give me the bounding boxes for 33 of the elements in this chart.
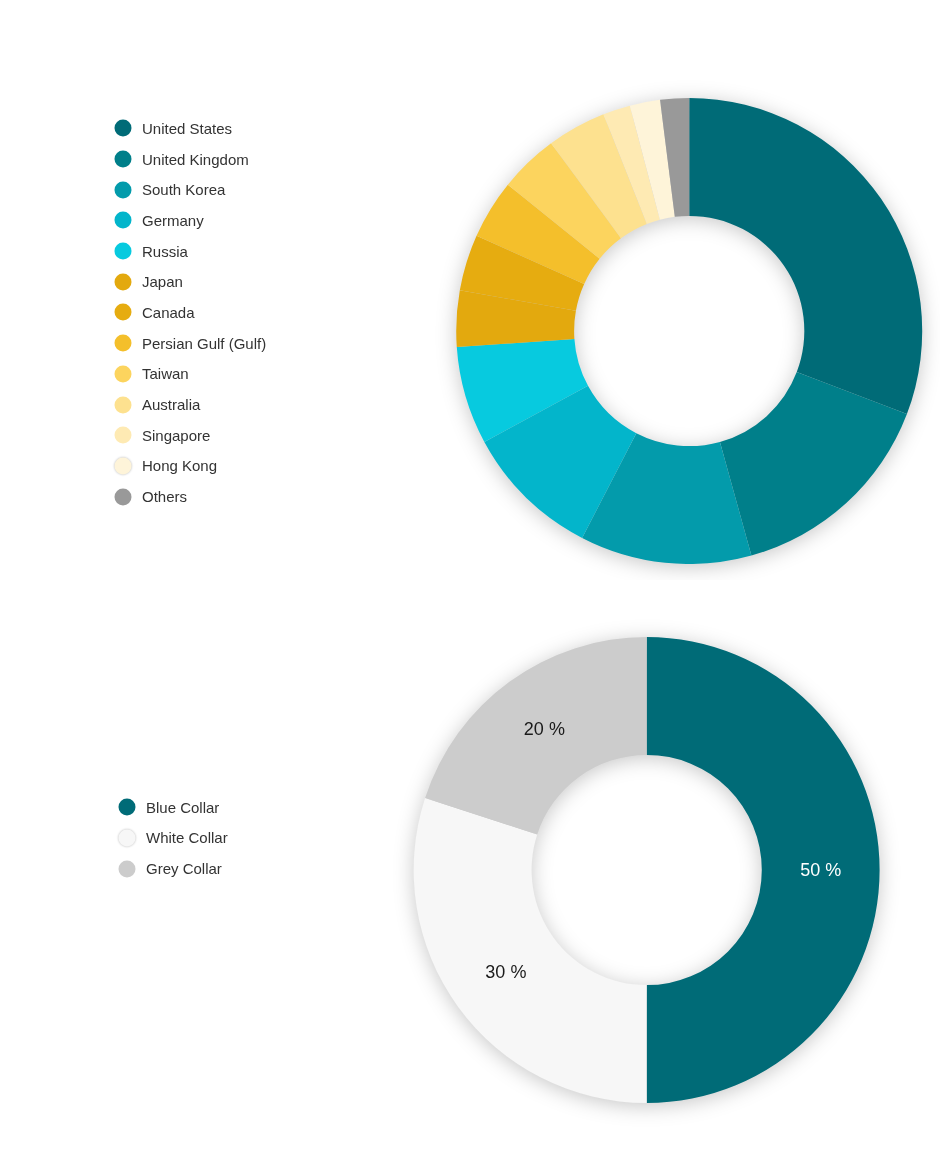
legend-label: South Korea bbox=[142, 181, 226, 199]
donut-slice bbox=[476, 184, 600, 284]
donut-slice bbox=[507, 143, 621, 259]
donut-slice bbox=[551, 114, 647, 239]
legend-label: Grey Collar bbox=[146, 860, 222, 878]
legend-label: Germany bbox=[142, 211, 204, 229]
legend-label: Canada bbox=[142, 303, 195, 321]
donut-slice bbox=[719, 372, 907, 556]
data-label: 30 % bbox=[485, 962, 527, 983]
legend-label: Japan bbox=[142, 273, 183, 291]
legend-label: Singapore bbox=[142, 426, 211, 444]
legend-label: Australia bbox=[142, 396, 201, 414]
legend-label: Taiwan bbox=[142, 365, 189, 383]
legend-label: Persian Gulf (Gulf) bbox=[142, 334, 267, 352]
data-label: 20 % bbox=[523, 719, 565, 740]
donut-slice bbox=[646, 637, 880, 1103]
donut-slice bbox=[414, 798, 647, 1103]
data-label: 50 % bbox=[800, 860, 842, 880]
legend-label: White Collar bbox=[146, 829, 228, 847]
donut-slice bbox=[425, 637, 647, 835]
legend-label: United States bbox=[142, 119, 233, 137]
donut-slice bbox=[456, 338, 589, 442]
donut-slice bbox=[603, 105, 660, 224]
donut-slice bbox=[660, 98, 690, 217]
legend-label: Others bbox=[142, 488, 188, 506]
donut-slice bbox=[582, 433, 752, 564]
donut-slice bbox=[484, 385, 637, 538]
legend-label: United Kingdom bbox=[142, 150, 249, 168]
donut-slice bbox=[629, 99, 675, 220]
legend-label: Russia bbox=[142, 242, 188, 260]
legend-label: Hong Kong bbox=[142, 457, 218, 475]
legend-label: Blue Collar bbox=[146, 798, 220, 816]
donut-slice bbox=[689, 98, 923, 415]
